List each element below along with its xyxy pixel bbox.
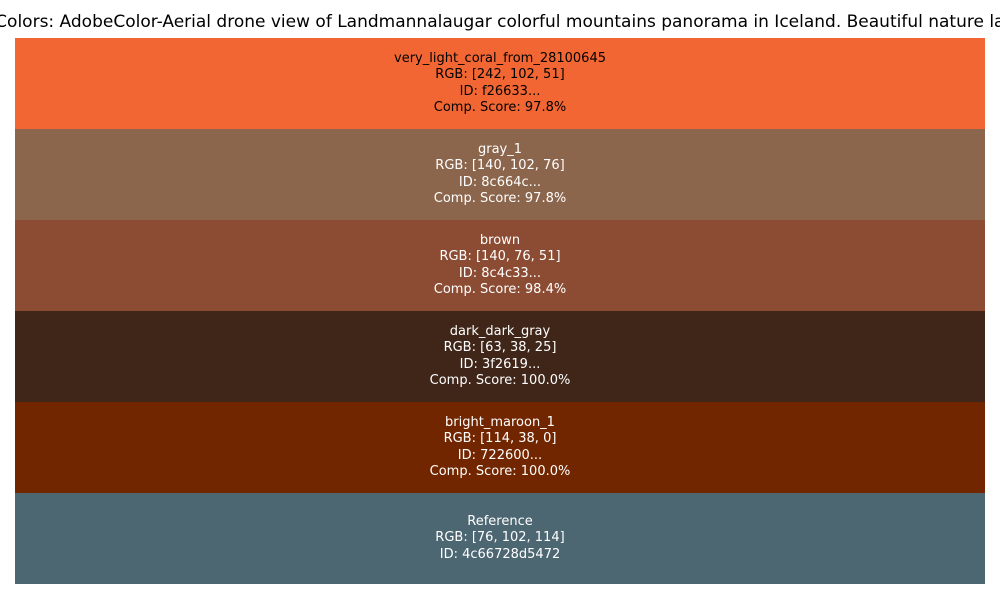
swatch-rgb: RGB: [76, 102, 114] bbox=[435, 530, 565, 546]
color-swatch-2: brown RGB: [140, 76, 51] ID: 8c4c33... Comp… bbox=[15, 220, 985, 311]
swatch-name: bright_maroon_1 bbox=[445, 415, 555, 431]
swatch-rgb: RGB: [140, 102, 76] bbox=[435, 158, 565, 174]
chart-title-container: Primary Colors: AdobeColor-Aerial drone … bbox=[0, 0, 1000, 38]
color-swatch-5: Reference RGB: [76, 102, 114] ID: 4c66728d… bbox=[15, 493, 985, 584]
swatch-id: ID: 722600... bbox=[457, 447, 543, 463]
swatch-rgb: RGB: [242, 102, 51] bbox=[435, 67, 565, 83]
color-swatch-1: gray_1 RGB: [140, 102, 76] ID: 8c664c... Co… bbox=[15, 129, 985, 220]
swatch-name: Reference bbox=[467, 514, 533, 530]
color-swatch-4: bright_maroon_1 RGB: [114, 38, 0] ID: 7226… bbox=[15, 402, 985, 493]
swatch-rgb: RGB: [114, 38, 0] bbox=[443, 431, 557, 447]
swatch-name: very_light_coral_from_28100645 bbox=[394, 51, 606, 67]
color-swatch-0: very_light_coral_from_28100645 RGB: [242,… bbox=[15, 38, 985, 129]
swatch-score: Comp. Score: 97.8% bbox=[433, 99, 567, 115]
swatch-name: brown bbox=[479, 233, 521, 249]
swatch-id: ID: f26633... bbox=[459, 83, 541, 99]
swatch-rgb: RGB: [63, 38, 25] bbox=[443, 340, 557, 356]
swatch-score: Comp. Score: 97.8% bbox=[433, 190, 567, 206]
swatch-id: ID: 4c66728d5472 bbox=[439, 546, 561, 562]
color-swatch-3: dark_dark_gray RGB: [63, 38, 25] ID: 3f261… bbox=[15, 311, 985, 402]
swatch-score: Comp. Score: 100.0% bbox=[429, 463, 571, 479]
color-swatch-table: very_light_coral_from_28100645 RGB: [242,… bbox=[15, 38, 985, 584]
swatch-name: gray_1 bbox=[477, 142, 523, 158]
swatch-score: Comp. Score: 98.4% bbox=[433, 281, 567, 297]
swatch-score: Comp. Score: 100.0% bbox=[429, 372, 571, 388]
swatch-id: ID: 3f2619... bbox=[459, 356, 541, 372]
swatch-id: ID: 8c4c33... bbox=[458, 265, 542, 281]
swatch-id: ID: 8c664c... bbox=[458, 174, 542, 190]
swatch-rgb: RGB: [140, 76, 51] bbox=[439, 249, 561, 265]
chart-title: Primary Colors: AdobeColor-Aerial drone … bbox=[0, 12, 1000, 32]
swatch-name: dark_dark_gray bbox=[449, 324, 551, 340]
